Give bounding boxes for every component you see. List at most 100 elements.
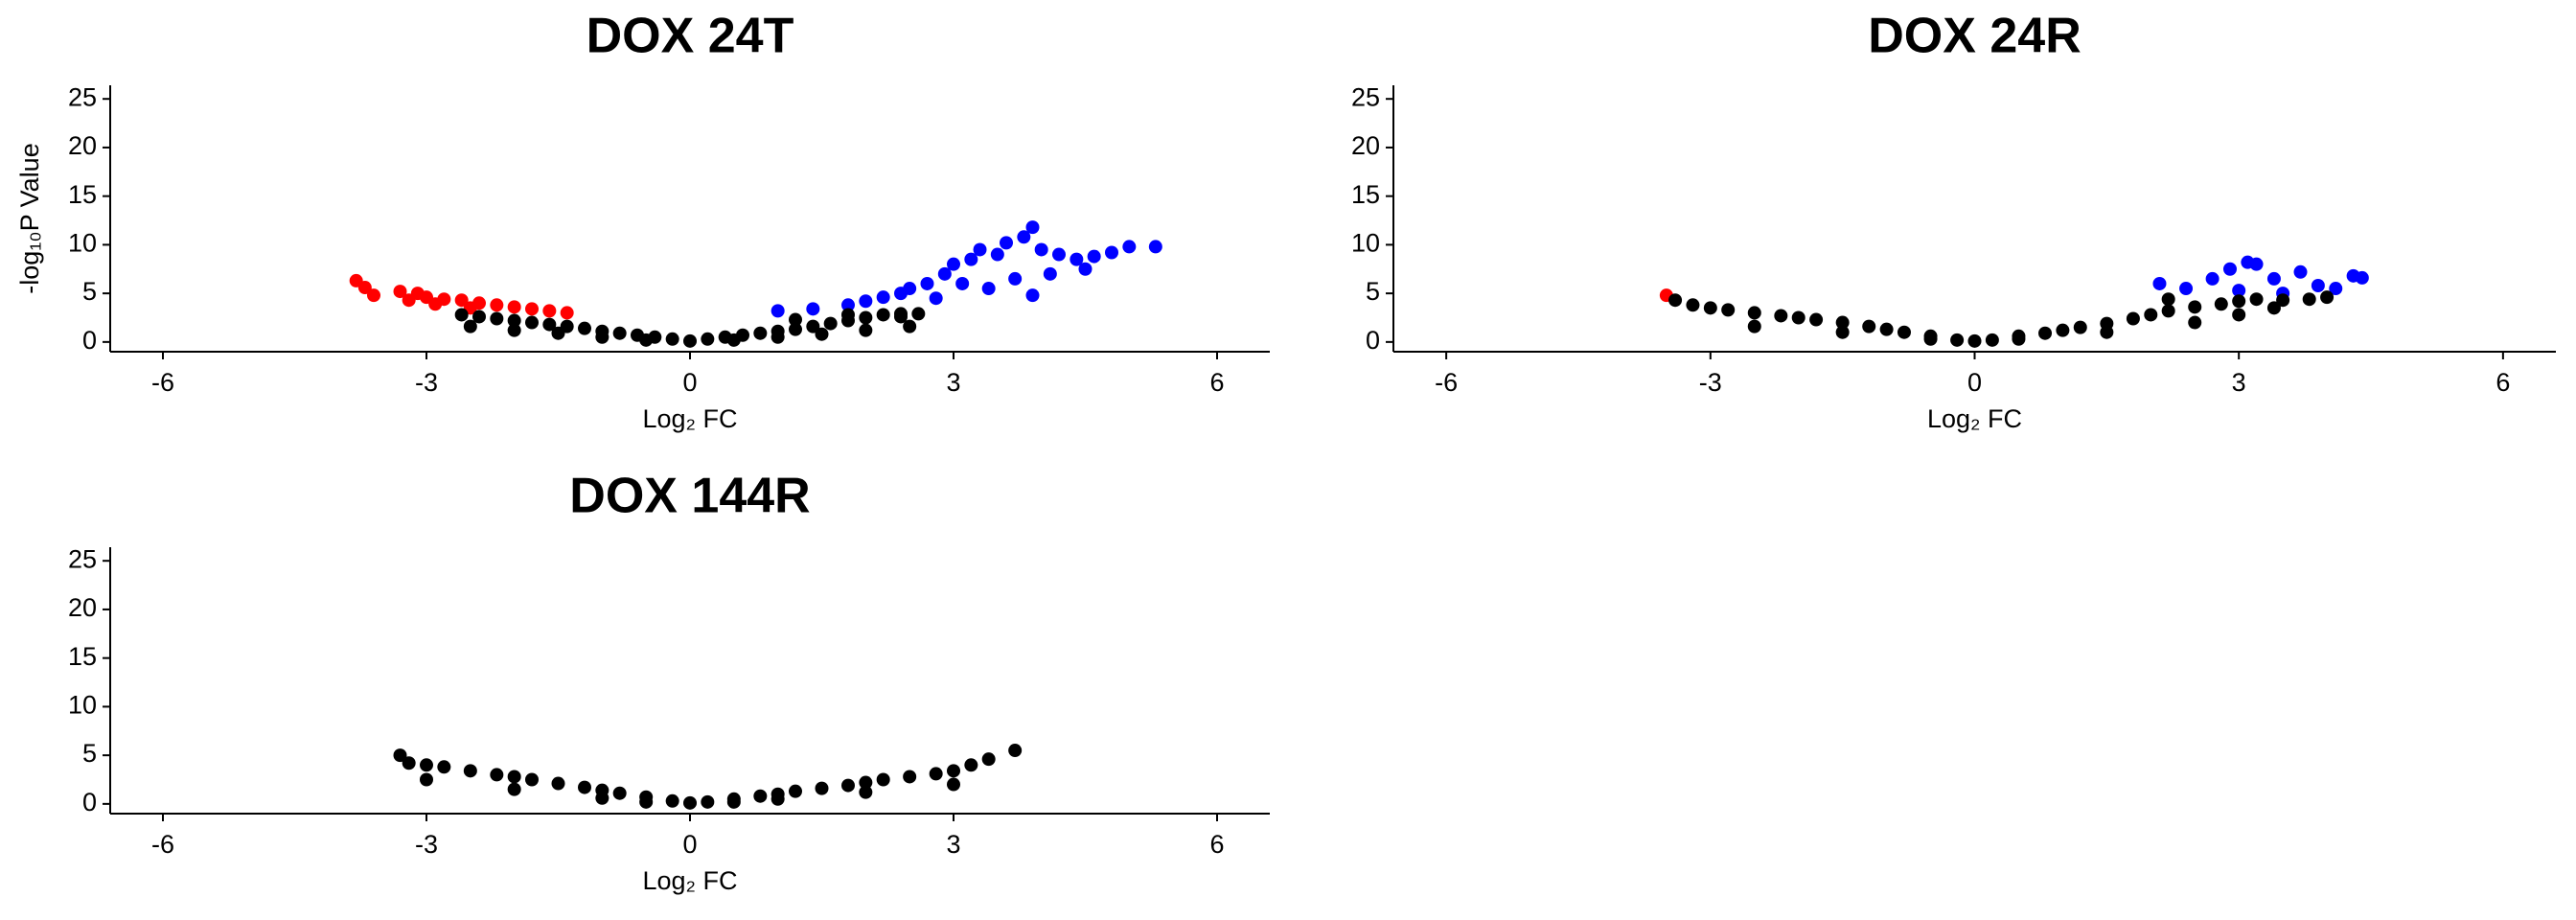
y-tick-label: 10 bbox=[68, 229, 97, 258]
x-axis-label: Log₂ FC bbox=[642, 404, 737, 433]
y-tick-label: 25 bbox=[68, 82, 97, 111]
point bbox=[841, 308, 855, 322]
point bbox=[2249, 257, 2264, 271]
point bbox=[770, 304, 785, 318]
point bbox=[2232, 308, 2246, 322]
point bbox=[929, 291, 943, 306]
point bbox=[2038, 326, 2053, 340]
point bbox=[2161, 304, 2175, 318]
point bbox=[2188, 300, 2202, 314]
point bbox=[2056, 323, 2070, 337]
point bbox=[525, 315, 539, 330]
point bbox=[454, 293, 469, 308]
point bbox=[859, 294, 873, 309]
point bbox=[665, 794, 679, 808]
point bbox=[683, 795, 697, 810]
point bbox=[753, 326, 768, 340]
x-tick-label: 0 bbox=[682, 368, 697, 397]
point bbox=[1809, 312, 1824, 327]
point bbox=[463, 764, 477, 778]
point bbox=[1034, 242, 1048, 257]
point bbox=[1835, 315, 1850, 330]
y-tick-label: 25 bbox=[68, 544, 97, 573]
point bbox=[894, 287, 908, 301]
y-tick-label: 0 bbox=[82, 326, 97, 355]
y-tick-label: 10 bbox=[68, 691, 97, 720]
point bbox=[981, 282, 996, 296]
x-tick-label: -3 bbox=[415, 830, 438, 859]
point bbox=[1967, 334, 1982, 348]
point bbox=[1070, 252, 1084, 266]
point bbox=[1078, 262, 1092, 276]
point bbox=[2205, 271, 2220, 286]
x-axis-label: Log₂ FC bbox=[1927, 404, 2022, 433]
point bbox=[420, 772, 433, 787]
y-tick-label: 20 bbox=[68, 593, 97, 622]
x-tick-label: 6 bbox=[1209, 830, 1224, 859]
point bbox=[2355, 270, 2369, 285]
point bbox=[542, 317, 557, 332]
point bbox=[490, 311, 504, 326]
point bbox=[437, 760, 451, 774]
x-tick-label: 3 bbox=[946, 368, 960, 397]
point bbox=[964, 252, 978, 266]
point bbox=[357, 281, 372, 295]
point bbox=[472, 310, 486, 324]
point bbox=[2100, 325, 2114, 339]
point bbox=[595, 330, 610, 344]
point bbox=[490, 768, 504, 782]
point bbox=[770, 330, 785, 344]
point bbox=[1721, 303, 1736, 317]
point bbox=[1025, 288, 1040, 303]
point bbox=[859, 323, 873, 337]
point bbox=[1686, 298, 1700, 312]
point bbox=[920, 276, 934, 290]
point bbox=[701, 332, 715, 346]
point bbox=[551, 776, 565, 791]
point bbox=[955, 276, 970, 290]
y-tick-label: 10 bbox=[1351, 229, 1380, 258]
point bbox=[947, 777, 960, 792]
x-tick-label: -6 bbox=[151, 830, 174, 859]
point bbox=[1043, 266, 1057, 281]
point bbox=[789, 322, 802, 336]
x-tick-label: -6 bbox=[151, 368, 174, 397]
point bbox=[507, 313, 521, 328]
point bbox=[463, 319, 477, 334]
point bbox=[859, 775, 873, 790]
x-tick-label: -6 bbox=[1435, 368, 1458, 397]
point bbox=[490, 298, 504, 312]
point bbox=[964, 758, 978, 772]
point bbox=[973, 242, 987, 257]
point bbox=[770, 792, 785, 806]
point bbox=[2152, 276, 2167, 290]
point bbox=[789, 784, 802, 798]
point bbox=[2161, 292, 2175, 307]
point bbox=[2249, 292, 2264, 307]
point bbox=[701, 794, 715, 809]
point bbox=[612, 786, 627, 800]
point bbox=[578, 321, 591, 335]
y-tick-label: 15 bbox=[68, 642, 97, 671]
chart-title: DOX 144R bbox=[569, 469, 810, 524]
point bbox=[1747, 306, 1761, 320]
point bbox=[2232, 284, 2246, 298]
point bbox=[1985, 333, 1999, 347]
x-tick-label: -3 bbox=[1699, 368, 1722, 397]
point bbox=[2266, 301, 2281, 315]
point bbox=[402, 756, 416, 770]
x-tick-label: 0 bbox=[682, 830, 697, 859]
point bbox=[639, 333, 654, 347]
point bbox=[578, 780, 591, 794]
point bbox=[2179, 282, 2194, 296]
point bbox=[876, 772, 890, 787]
point bbox=[2320, 290, 2334, 305]
point bbox=[894, 310, 908, 324]
point bbox=[1774, 309, 1788, 323]
point bbox=[525, 302, 539, 316]
x-tick-label: -3 bbox=[415, 368, 438, 397]
point bbox=[393, 748, 407, 763]
point bbox=[753, 789, 768, 803]
point bbox=[911, 307, 926, 321]
